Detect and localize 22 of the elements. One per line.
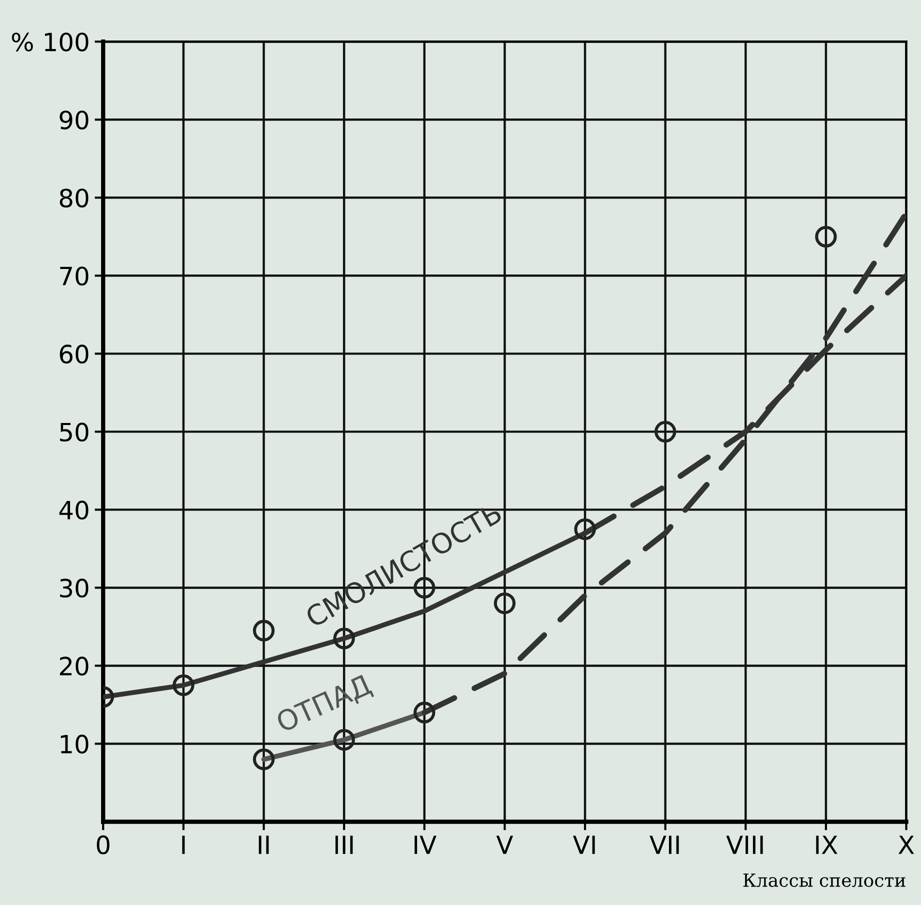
x-tick-label: I bbox=[182, 836, 185, 854]
y-tick-label: 20 bbox=[60, 656, 88, 676]
x-tick-label: II bbox=[258, 836, 269, 854]
x-tick-label: IX bbox=[816, 836, 838, 854]
x-tick-label: III bbox=[335, 836, 353, 854]
y-tick-label: 90 bbox=[60, 110, 88, 130]
x-tick-label: VIII bbox=[726, 836, 763, 854]
y-tick-label: 10 bbox=[60, 734, 88, 754]
y-tick-label: 30 bbox=[60, 578, 88, 598]
x-tick-label: VII bbox=[650, 836, 679, 854]
x-tick-label: V bbox=[496, 836, 514, 854]
x-tick-label: VI bbox=[572, 836, 595, 854]
x-axis-title: Классы спелости bbox=[743, 874, 906, 887]
x-tick-label: IV bbox=[414, 836, 436, 854]
x-tick-label: 0 bbox=[96, 835, 110, 854]
y-tick-label: 50 bbox=[60, 422, 88, 442]
y-tick-label: 60 bbox=[60, 344, 88, 364]
y-tick-label: 70 bbox=[60, 266, 88, 286]
x-tick-label: X bbox=[898, 836, 914, 854]
y-tick-label: 40 bbox=[59, 500, 88, 520]
y-tick-label: 80 bbox=[60, 188, 88, 208]
y-tick-label: % 100 bbox=[12, 32, 88, 52]
